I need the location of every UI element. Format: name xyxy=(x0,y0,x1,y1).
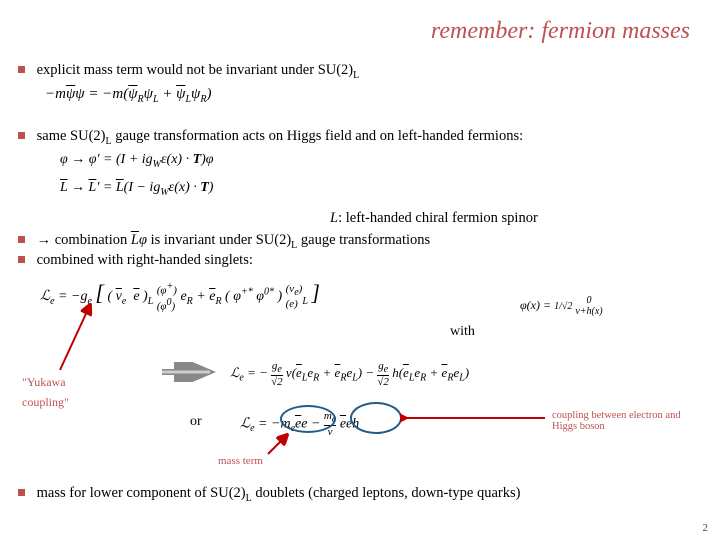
bullet-icon xyxy=(18,66,25,73)
L-definition: L: left-handed chiral fermion spinor xyxy=(330,210,538,227)
arrow-red-icon xyxy=(400,408,550,428)
yukawa-label-1: "Yukawa xyxy=(22,375,66,390)
L-symbol: L xyxy=(330,210,338,226)
bullet-icon xyxy=(18,236,25,243)
bullet-4-text: combined with right-handed singlets: xyxy=(37,252,253,268)
bullet-5: mass for lower component of SU(2)L doubl… xyxy=(18,485,520,504)
bullet-3: → combination Lφ is invariant under SU(2… xyxy=(18,232,430,251)
bullet-2: same SU(2)L gauge transformation acts on… xyxy=(18,128,523,147)
mass-term-label: mass term xyxy=(218,455,263,467)
equation-mass-term: −mψψ = −m(ψRψL + ψLψR) xyxy=(45,86,211,105)
bullet-icon xyxy=(18,489,25,496)
equation-phi-def: φ(x) = 1/√2 0 v+h(x) xyxy=(520,295,603,317)
ellipse-coupling xyxy=(350,402,402,434)
bullet-4: combined with right-handed singlets: xyxy=(18,252,253,269)
yukawa-label-2: coupling" xyxy=(22,395,69,410)
L-text: : left-handed chiral fermion spinor xyxy=(338,210,538,226)
bullet-icon xyxy=(18,256,25,263)
or-label: or xyxy=(190,414,202,430)
arrow-icon xyxy=(160,362,220,382)
equation-L-transform: L → L′ = L(I − igWε(x) · T) xyxy=(60,180,213,198)
ellipse-mass xyxy=(280,405,336,433)
arrow-red-icon xyxy=(55,300,105,375)
page-title: remember: fermion masses xyxy=(431,18,690,45)
bullet-5b: doublets (charged leptons, down-type qua… xyxy=(252,485,521,501)
bullet-2b: gauge transformation acts on Higgs field… xyxy=(112,128,524,144)
bullet-3c: gauge transformations xyxy=(297,232,430,248)
bullet-2a: same SU(2) xyxy=(37,128,106,144)
bullet-1-text: explicit mass term would not be invarian… xyxy=(37,62,354,78)
bullet-1: explicit mass term would not be invarian… xyxy=(18,62,359,81)
bullet-3a: → combination xyxy=(37,232,131,248)
equation-lagrangian-expanded: ℒe = − ge√2 v(eLeR + eReL) − ge√2 h(eLeR… xyxy=(230,360,469,388)
bullet-1-sub: L xyxy=(353,70,359,81)
bullet-icon xyxy=(18,132,25,139)
bullet-5a: mass for lower component of SU(2) xyxy=(37,485,246,501)
equation-phi-transform: φ → φ′ = (I + igWε(x) · T)φ xyxy=(60,152,214,170)
page-number: 2 xyxy=(703,522,709,534)
with-label: with xyxy=(450,324,475,340)
bullet-3b: is invariant under SU(2) xyxy=(147,232,291,248)
coupling-label: coupling between electron and Higgs boso… xyxy=(552,410,692,432)
arrow-red-icon xyxy=(265,432,295,458)
